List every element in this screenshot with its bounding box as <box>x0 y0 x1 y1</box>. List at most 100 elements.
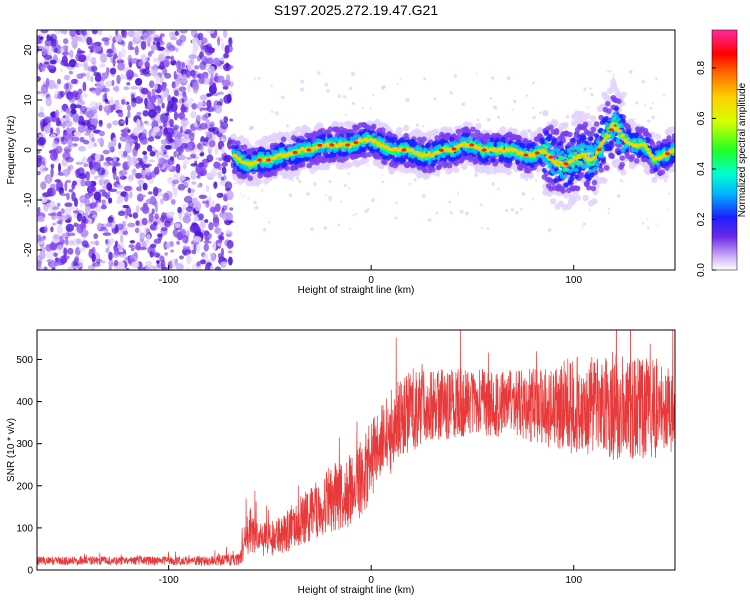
faint-dot <box>395 201 398 205</box>
noise-blob <box>37 112 45 118</box>
signal-mark <box>630 121 637 128</box>
signal-mark <box>576 139 582 145</box>
noise-blob <box>66 192 70 201</box>
noise-blob <box>94 240 100 246</box>
noise-blob <box>162 153 169 158</box>
faint-dot <box>347 172 350 175</box>
noise-blob <box>208 222 214 231</box>
noise-blob <box>189 193 194 197</box>
noise-blob <box>117 210 126 216</box>
signal-mark <box>574 194 581 201</box>
signal-mark <box>474 129 481 135</box>
noise-blob <box>45 96 52 107</box>
noise-blob <box>162 192 170 202</box>
noise-blob <box>104 104 109 112</box>
signal-mark <box>422 161 428 167</box>
noise-blob <box>97 167 106 176</box>
faint-dot <box>491 76 495 80</box>
noise-blob <box>191 181 197 185</box>
noise-blob <box>170 249 175 253</box>
noise-blob <box>100 204 107 210</box>
noise-blob <box>140 87 149 95</box>
noise-blob <box>182 215 191 224</box>
signal-mark <box>607 145 613 150</box>
noise-blob <box>209 206 217 213</box>
faint-dot <box>589 87 592 90</box>
faint-dot <box>581 226 584 229</box>
faint-dot <box>366 164 369 167</box>
noise-blob <box>199 122 208 130</box>
faint-dot <box>355 212 358 216</box>
signal-mark <box>590 185 597 192</box>
noise-blob <box>124 209 128 220</box>
signal-mark <box>231 148 236 153</box>
noise-blob <box>46 259 54 263</box>
noise-blob <box>84 132 91 136</box>
noise-blob <box>75 238 82 245</box>
signal-mark <box>422 167 428 174</box>
signal-mark <box>605 101 611 107</box>
noise-blob <box>127 110 131 119</box>
faint-dot <box>274 111 279 116</box>
noise-blob <box>225 229 232 234</box>
noise-blob <box>93 142 97 147</box>
noise-blob <box>136 118 141 129</box>
noise-blob <box>97 159 101 164</box>
noise-blob <box>86 120 91 128</box>
noise-blob <box>142 155 148 164</box>
noise-blob <box>175 263 184 270</box>
noise-blob <box>214 104 223 114</box>
faint-dot <box>268 221 271 224</box>
signal-mark <box>295 138 301 144</box>
noise-blob <box>37 91 42 95</box>
faint-dot <box>479 203 483 206</box>
signal-mark <box>659 143 665 148</box>
noise-blob <box>71 78 78 85</box>
noise-blob <box>76 223 84 234</box>
noise-blob <box>165 241 171 249</box>
noise-blob <box>37 206 41 215</box>
noise-blob <box>127 155 132 166</box>
noise-blob <box>161 102 165 109</box>
noise-blob <box>93 46 101 53</box>
noise-blob <box>37 241 46 245</box>
noise-blob <box>150 67 158 77</box>
noise-blob <box>130 247 135 252</box>
noise-blob <box>122 204 130 209</box>
faint-dot <box>520 208 523 211</box>
noise-blob <box>156 260 160 264</box>
noise-blob <box>142 205 150 214</box>
noise-blob <box>91 253 96 263</box>
faint-dot <box>651 101 654 104</box>
signal-mark <box>582 121 589 128</box>
noise-blob <box>39 245 46 255</box>
noise-blob <box>98 120 103 127</box>
noise-blob <box>78 145 86 152</box>
noise-blob <box>209 252 215 257</box>
noise-blob <box>142 110 149 117</box>
faint-dot <box>415 123 419 127</box>
noise-blob <box>122 230 128 236</box>
noise-blob <box>208 233 213 238</box>
noise-blob <box>37 228 40 236</box>
noise-blob <box>163 127 169 135</box>
noise-blob <box>37 260 42 267</box>
signal-mark <box>608 140 614 146</box>
noise-blob <box>175 163 181 174</box>
faint-dot <box>493 105 498 110</box>
noise-blob <box>116 176 120 184</box>
noise-blob <box>81 215 87 224</box>
noise-blob <box>148 159 156 163</box>
noise-blob <box>91 65 98 73</box>
noise-blob <box>74 197 78 207</box>
noise-blob <box>141 217 148 226</box>
faint-dot <box>422 194 426 198</box>
signal-mark <box>361 147 367 153</box>
signal-mark <box>470 132 476 139</box>
noise-blob <box>64 202 73 207</box>
noise-blob <box>68 70 73 75</box>
faint-dot <box>449 91 453 95</box>
signal-mark <box>564 182 569 188</box>
noise-blob <box>120 132 128 137</box>
noise-blob <box>99 80 105 90</box>
